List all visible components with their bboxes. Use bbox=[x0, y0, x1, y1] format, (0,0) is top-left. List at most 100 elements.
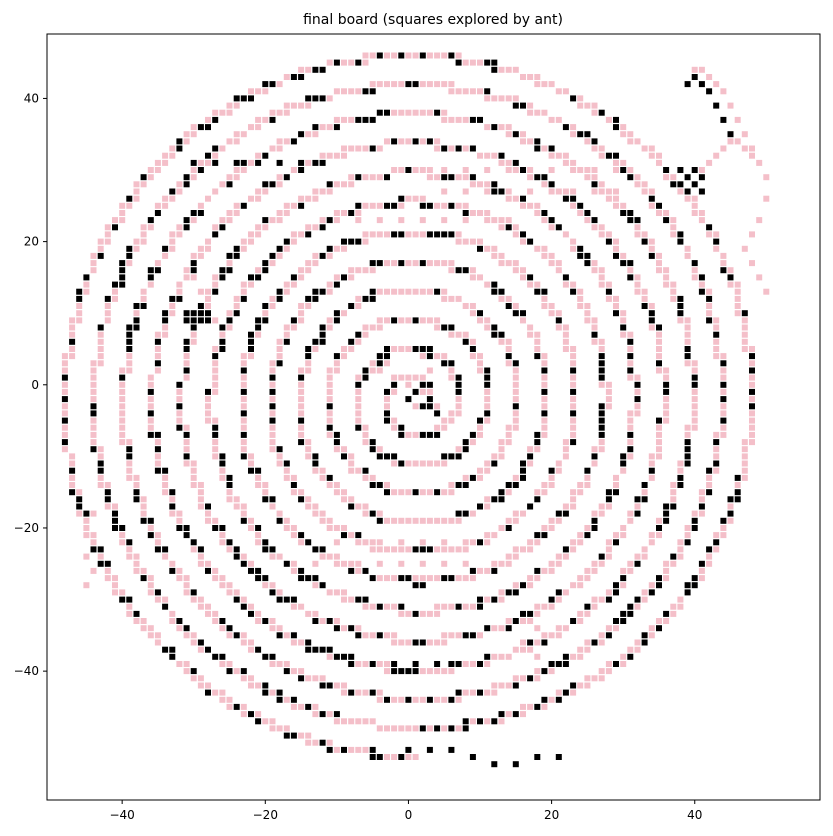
pink-square-marker bbox=[477, 88, 483, 95]
pink-square-marker bbox=[663, 417, 670, 424]
pink-square-marker bbox=[326, 317, 333, 324]
pink-square-marker bbox=[90, 539, 97, 546]
black-square-marker bbox=[498, 331, 505, 338]
pink-square-marker bbox=[426, 639, 433, 646]
pink-square-marker bbox=[362, 431, 369, 438]
pink-square-marker bbox=[484, 503, 491, 510]
pink-square-marker bbox=[269, 431, 276, 438]
pink-square-marker bbox=[591, 102, 598, 109]
black-square-marker bbox=[262, 152, 269, 159]
pink-square-marker bbox=[341, 310, 347, 317]
black-square-marker bbox=[562, 546, 569, 553]
pink-square-marker bbox=[570, 346, 577, 352]
pink-square-marker bbox=[555, 116, 562, 123]
black-square-marker bbox=[319, 338, 326, 345]
pink-square-marker bbox=[248, 238, 254, 245]
pink-square-marker bbox=[541, 360, 548, 367]
black-square-marker bbox=[469, 754, 476, 760]
black-square-marker bbox=[663, 388, 670, 395]
black-square-marker bbox=[240, 603, 247, 610]
pink-square-marker bbox=[69, 317, 76, 324]
black-square-marker bbox=[333, 439, 340, 446]
pink-square-marker bbox=[269, 217, 276, 224]
black-square-marker bbox=[491, 124, 498, 131]
pink-square-marker bbox=[469, 689, 476, 696]
pink-square-marker bbox=[512, 367, 519, 374]
pink-square-marker bbox=[477, 59, 483, 66]
black-square-marker bbox=[548, 145, 555, 152]
pink-square-marker bbox=[326, 653, 333, 660]
black-square-marker bbox=[491, 281, 498, 288]
pink-square-marker bbox=[205, 510, 211, 517]
black-square-marker bbox=[312, 646, 319, 653]
black-square-marker bbox=[212, 653, 219, 660]
black-square-marker bbox=[326, 618, 333, 624]
pink-square-marker bbox=[627, 410, 634, 417]
pink-square-marker bbox=[577, 575, 584, 582]
pink-square-marker bbox=[670, 489, 677, 496]
black-square-marker bbox=[362, 374, 369, 381]
pink-square-marker bbox=[240, 596, 247, 603]
black-square-marker bbox=[656, 625, 662, 632]
pink-square-marker bbox=[233, 668, 240, 675]
black-square-marker bbox=[512, 310, 519, 317]
pink-square-marker bbox=[140, 510, 147, 517]
pink-square-marker bbox=[176, 625, 183, 632]
pink-square-marker bbox=[691, 274, 698, 281]
black-square-marker bbox=[348, 238, 355, 245]
pink-square-marker bbox=[290, 560, 297, 567]
pink-square-marker bbox=[534, 281, 541, 288]
pink-square-marker bbox=[469, 575, 476, 582]
black-square-marker bbox=[491, 188, 498, 195]
pink-square-marker bbox=[154, 639, 161, 646]
black-square-marker bbox=[648, 317, 655, 324]
pink-square-marker bbox=[691, 388, 698, 395]
pink-square-marker bbox=[190, 217, 197, 224]
pink-square-marker bbox=[527, 546, 534, 553]
pink-square-marker bbox=[419, 560, 426, 567]
pink-square-marker bbox=[570, 188, 577, 195]
pink-square-marker bbox=[512, 646, 519, 653]
pink-square-marker bbox=[205, 288, 211, 295]
pink-square-marker bbox=[584, 646, 591, 653]
pink-square-marker bbox=[627, 453, 634, 460]
black-square-marker bbox=[391, 317, 398, 324]
pink-square-marker bbox=[176, 567, 183, 574]
pink-square-marker bbox=[419, 317, 426, 324]
black-square-marker bbox=[240, 367, 247, 374]
pink-square-marker bbox=[391, 109, 398, 116]
pink-square-marker bbox=[298, 489, 305, 496]
pink-square-marker bbox=[61, 388, 68, 395]
black-square-marker bbox=[319, 224, 326, 231]
pink-square-marker bbox=[312, 503, 319, 510]
pink-square-marker bbox=[648, 303, 655, 309]
pink-square-marker bbox=[670, 288, 677, 295]
black-square-marker bbox=[484, 374, 491, 381]
pink-square-marker bbox=[162, 152, 169, 159]
y-tick-label: 20 bbox=[24, 235, 39, 249]
black-square-marker bbox=[90, 446, 97, 453]
pink-square-marker bbox=[312, 467, 319, 474]
black-square-marker bbox=[484, 381, 491, 388]
black-square-marker bbox=[162, 245, 169, 252]
pink-square-marker bbox=[570, 167, 577, 173]
pink-square-marker bbox=[434, 324, 441, 331]
black-square-marker bbox=[391, 661, 398, 667]
black-square-marker bbox=[713, 539, 720, 546]
pink-square-marker bbox=[455, 517, 462, 524]
pink-square-marker bbox=[541, 525, 548, 531]
pink-square-marker bbox=[577, 210, 584, 216]
pink-square-marker bbox=[391, 288, 398, 295]
pink-square-marker bbox=[491, 453, 498, 460]
pink-square-marker bbox=[713, 152, 720, 159]
black-square-marker bbox=[562, 195, 569, 202]
pink-square-marker bbox=[348, 181, 355, 188]
black-square-marker bbox=[176, 403, 183, 410]
black-square-marker bbox=[319, 546, 326, 553]
black-square-marker bbox=[369, 510, 376, 517]
pink-square-marker bbox=[541, 431, 548, 438]
pink-square-marker bbox=[491, 689, 498, 696]
pink-square-marker bbox=[384, 482, 390, 488]
black-square-marker bbox=[176, 618, 183, 624]
black-square-marker bbox=[190, 324, 197, 331]
